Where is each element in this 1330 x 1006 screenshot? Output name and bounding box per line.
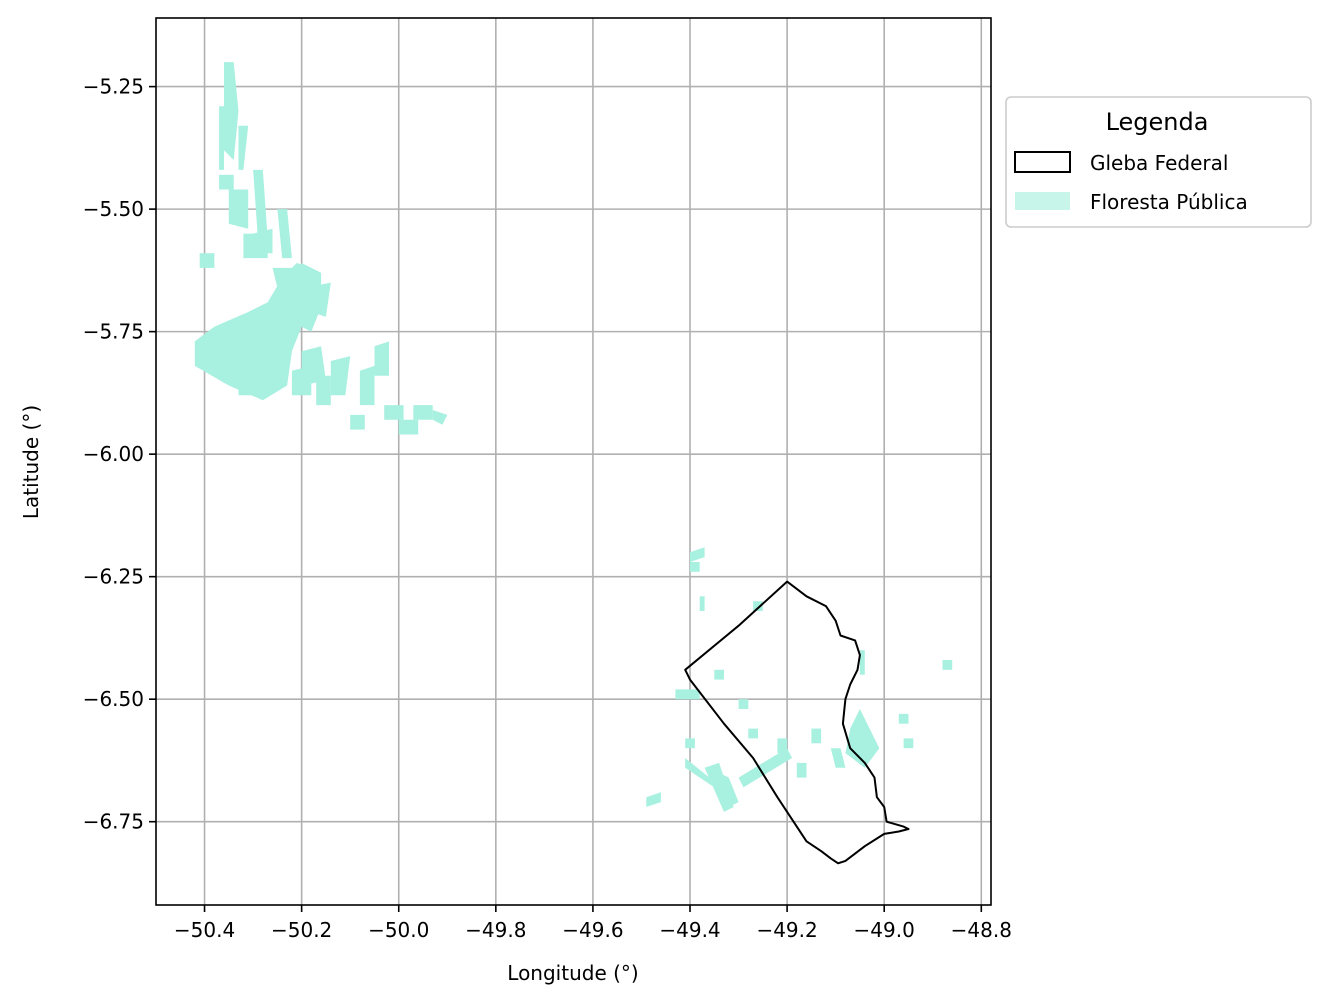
floresta-publica-polygon — [753, 601, 763, 611]
x-tick-label: −48.8 — [951, 918, 1012, 942]
x-axis: −50.4 −50.2 −50.0 −49.8 −49.6 −49.4 −49.2 −49.0… — [174, 905, 1012, 942]
x-tick-label: −49.4 — [659, 918, 720, 942]
x-tick-label: −50.4 — [174, 918, 235, 942]
x-tick-label: −49.0 — [854, 918, 915, 942]
floresta-publica-polygon — [219, 174, 234, 190]
y-tick-label: −5.25 — [83, 75, 144, 99]
floresta-publica-polygon — [316, 375, 331, 406]
floresta-publica-polygon — [350, 414, 365, 430]
x-tick-label: −49.8 — [465, 918, 526, 942]
legend-frame — [1005, 96, 1312, 228]
floresta-publica-polygon — [253, 169, 268, 239]
floresta-publica-polygon — [224, 62, 239, 161]
floresta-publica-polygon — [291, 365, 312, 396]
y-tick-label: −5.50 — [83, 197, 144, 221]
floresta-publica-polygon — [253, 228, 273, 254]
y-tick-label: −5.75 — [83, 320, 144, 344]
floresta-publica-polygon — [306, 282, 331, 317]
x-tick-label: −50.2 — [271, 918, 332, 942]
legend-label-floresta-publica: Floresta Pública — [1090, 190, 1248, 214]
legend-label-gleba-federal: Gleba Federal — [1090, 151, 1228, 175]
floresta-publica-polygon — [738, 748, 792, 788]
floresta-publica-polygon — [685, 738, 695, 749]
floresta-publica-polygon — [238, 385, 258, 396]
floresta-publica-layer — [194, 62, 953, 812]
floresta-publica-polygon — [384, 405, 404, 420]
gleba-federal-polygon — [684, 580, 910, 865]
floresta-publica-polygon — [359, 365, 375, 406]
legend-swatch-gleba-federal — [1014, 151, 1071, 173]
floresta-publica-polygon — [398, 419, 419, 435]
floresta-publica-polygon — [748, 728, 758, 739]
floresta-publica-polygon — [704, 762, 734, 812]
floresta-publica-polygon — [238, 125, 249, 170]
floresta-publica-polygon — [738, 699, 749, 709]
floresta-publica-polygon — [942, 660, 953, 670]
floresta-publica-polygon — [374, 341, 389, 376]
floresta-publica-polygon — [432, 410, 448, 425]
floresta-publica-polygon — [859, 650, 865, 675]
floresta-publica-polygon — [898, 713, 909, 724]
x-tick-label: −49.6 — [562, 918, 623, 942]
gleba-federal-layer — [684, 580, 910, 865]
x-tick-label: −49.2 — [756, 918, 817, 942]
legend-swatch-floresta-publica — [1015, 192, 1070, 210]
x-tick-label: −50.0 — [368, 918, 429, 942]
floresta-publica-polygon — [228, 189, 249, 229]
floresta-publica-polygon — [690, 547, 705, 562]
legend-title: Legenda — [1106, 108, 1209, 136]
floresta-publica-polygon — [699, 596, 705, 611]
x-axis-label: Longitude (°) — [507, 961, 638, 985]
y-tick-label: −6.75 — [83, 810, 144, 834]
floresta-publica-polygon — [685, 758, 715, 788]
floresta-publica-polygon — [777, 738, 788, 754]
plot-frame — [155, 17, 992, 906]
floresta-publica-polygon — [277, 209, 292, 259]
legend: Legenda Gleba Federal Floresta Pública — [1005, 96, 1312, 228]
floresta-publica-polygon — [646, 792, 661, 807]
y-axis: −5.25 −5.50 −5.75 −6.00 −6.25 −6.50 −6.75 — [83, 75, 156, 834]
floresta-publica-polygon — [413, 405, 433, 420]
floresta-publica-polygon — [714, 669, 724, 680]
floresta-publica-polygon — [903, 738, 914, 749]
floresta-publica-polygon — [675, 689, 700, 700]
plot-background — [156, 18, 991, 905]
floresta-publica-polygon — [830, 748, 846, 768]
floresta-publica-polygon — [272, 267, 297, 308]
floresta-publica-polygon — [219, 106, 224, 170]
floresta-publica-polygon — [330, 356, 351, 396]
floresta-publica-polygon — [690, 562, 700, 572]
floresta-publica-polygon — [796, 762, 807, 778]
y-tick-label: −6.25 — [83, 565, 144, 589]
y-axis-label: Latitude (°) — [19, 405, 43, 519]
floresta-publica-polygon — [811, 728, 822, 744]
y-tick-label: −6.50 — [83, 687, 144, 711]
y-tick-label: −6.00 — [83, 442, 144, 466]
floresta-publica-polygon — [199, 253, 215, 268]
